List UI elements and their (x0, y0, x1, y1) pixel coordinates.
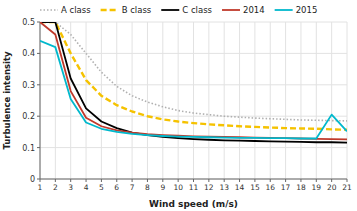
tick-label: 8 (145, 183, 150, 192)
grid-line (300, 22, 301, 179)
grid-line (178, 22, 179, 179)
grid-line (285, 22, 286, 179)
tick-label: 7 (130, 183, 135, 192)
tick-label: 3 (68, 183, 73, 192)
grid (40, 22, 347, 179)
legend-label: 2014 (243, 5, 265, 15)
grid-line (132, 22, 133, 179)
legend-label: A class (61, 5, 91, 15)
grid-line (316, 22, 317, 179)
series-line (40, 22, 347, 143)
x-axis-label: Wind speed (m/s) (149, 199, 238, 209)
chart: 00.10.20.30.40.5123456789101112131415161… (0, 0, 357, 211)
tick-label: 0.5 (22, 18, 35, 27)
tick-label: 0 (30, 175, 35, 184)
tick-label: 16 (265, 183, 275, 192)
tick-label: 1 (38, 183, 43, 192)
tick-label: 4 (84, 183, 89, 192)
tick-label: 20 (327, 183, 337, 192)
tick-label: 0.2 (22, 112, 35, 121)
tick-label: 21 (342, 183, 352, 192)
legend-swatch (161, 9, 179, 11)
tick-label: 18 (296, 183, 306, 192)
grid-line (331, 22, 332, 179)
grid-line (254, 22, 255, 179)
grid-line (40, 22, 41, 179)
series-line (40, 22, 347, 130)
tick-label: 10 (173, 183, 183, 192)
plot-area (40, 22, 347, 143)
grid-line (224, 22, 225, 179)
legend-swatch (275, 9, 293, 11)
axes: 00.10.20.30.40.5123456789101112131415161… (22, 18, 352, 192)
grid-line (40, 179, 347, 180)
series-line (40, 22, 347, 139)
grid-line (270, 22, 271, 179)
y-axis-line (40, 22, 41, 179)
grid-line (116, 22, 117, 179)
legend-swatch (40, 9, 58, 11)
tick-label: 6 (114, 183, 119, 192)
grid-line (55, 22, 56, 179)
legend-label: C class (182, 5, 212, 15)
series-line (40, 22, 347, 121)
legend: A class B class C class 2014 2015 (40, 5, 317, 15)
legend-swatch (101, 9, 119, 11)
series-line (40, 41, 347, 139)
tick-label: 12 (204, 183, 214, 192)
grid-line (147, 22, 148, 179)
grid-line (193, 22, 194, 179)
x-axis-line (40, 179, 347, 180)
tick-label: 0.4 (22, 49, 35, 58)
legend-swatch (222, 9, 240, 11)
background (0, 0, 357, 211)
grid-line (347, 22, 348, 179)
tick-label: 13 (219, 183, 229, 192)
grid-line (208, 22, 209, 179)
legend-label: B class (122, 5, 152, 15)
tick-label: 9 (160, 183, 165, 192)
tick-label: 14 (235, 183, 245, 192)
tick-label: 17 (281, 183, 291, 192)
legend-label: 2015 (296, 5, 318, 15)
tick-label: 2 (53, 183, 58, 192)
grid-line (101, 22, 102, 179)
tick-label: 5 (99, 183, 104, 192)
tick-label: 0.1 (22, 144, 35, 153)
tick-label: 0.3 (22, 81, 35, 90)
y-axis-label: Turbulence intensity (2, 51, 12, 150)
grid-line (86, 22, 87, 179)
tick-label: 11 (189, 183, 199, 192)
grid-line (239, 22, 240, 179)
tick-label: 19 (312, 183, 322, 192)
grid-line (162, 22, 163, 179)
tick-label: 15 (250, 183, 260, 192)
